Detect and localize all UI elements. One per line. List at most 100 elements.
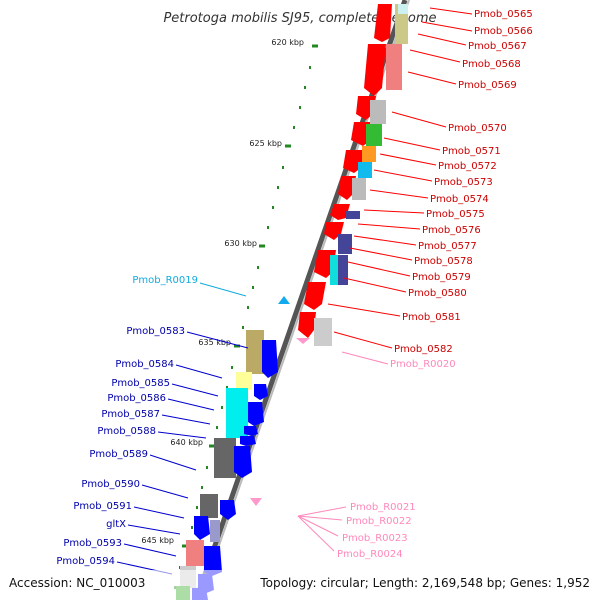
leader-line bbox=[379, 153, 437, 166]
gene-box bbox=[186, 540, 204, 566]
gene-box bbox=[314, 318, 332, 346]
gene-label: Pmob_0586 bbox=[107, 393, 166, 404]
gene-box bbox=[214, 438, 236, 478]
leader-line bbox=[349, 247, 413, 261]
leader-line bbox=[161, 414, 211, 425]
leader-line bbox=[199, 282, 247, 297]
gene-box bbox=[386, 44, 402, 90]
gene-label: Pmob_0568 bbox=[462, 59, 521, 70]
gene-label: Pmob_0581 bbox=[402, 312, 461, 323]
leader-line bbox=[297, 515, 335, 552]
gene-label: Pmob_0567 bbox=[468, 41, 527, 52]
gene-label: Pmob_0582 bbox=[394, 344, 453, 355]
forward-strand-features bbox=[250, 4, 408, 506]
leader-line bbox=[123, 543, 177, 557]
gene-arrow bbox=[298, 312, 316, 338]
gene-arrow bbox=[204, 546, 222, 576]
gene-arrow bbox=[338, 176, 356, 200]
gene-label: Pmob_0583 bbox=[126, 326, 185, 337]
gene-box bbox=[346, 211, 360, 219]
gene-label: Pmob_0591 bbox=[73, 501, 132, 512]
gene-box bbox=[366, 124, 382, 146]
gene-box bbox=[398, 4, 408, 14]
gene-arrow bbox=[244, 426, 258, 436]
leader-line bbox=[141, 484, 189, 499]
gene-label: Pmob_0576 bbox=[422, 225, 481, 236]
leader-line bbox=[373, 169, 433, 182]
rna-marker bbox=[296, 338, 310, 344]
leader-line bbox=[407, 71, 457, 85]
leader-line bbox=[171, 383, 219, 397]
gene-label: Pmob_0566 bbox=[474, 26, 533, 37]
leader-line bbox=[186, 331, 249, 349]
left-gene-labels: Pmob_0583 Pmob_0584 Pmob_0585 Pmob_0586 … bbox=[56, 326, 249, 575]
rna-label: Pmob_R0022 bbox=[346, 516, 412, 527]
gene-label: Pmob_0593 bbox=[63, 538, 122, 549]
scale-label-640: 640 kbp bbox=[170, 438, 203, 447]
leader-line bbox=[391, 111, 447, 128]
gene-label: Pmob_0565 bbox=[474, 9, 533, 20]
gene-arrow bbox=[234, 446, 252, 478]
rna-label: Pmob_R0020 bbox=[390, 359, 456, 370]
left-rna-labels: Pmob_R0019 bbox=[132, 275, 247, 297]
gene-label: gltX bbox=[106, 519, 126, 530]
leader-line bbox=[157, 431, 207, 439]
gene-box bbox=[338, 255, 348, 285]
gene-box bbox=[330, 255, 340, 285]
gene-label: Pmob_0584 bbox=[115, 359, 174, 370]
gene-label: Pmob_0590 bbox=[81, 479, 140, 490]
scale-label-625: 625 kbp bbox=[249, 139, 282, 148]
gene-label: Pmob_0570 bbox=[448, 123, 507, 134]
leader-line bbox=[357, 223, 421, 230]
gene-arrow bbox=[364, 44, 386, 96]
right-rna-labels: Pmob_R0020 Pmob_R0021 Pmob_R0022 Pmob_R0… bbox=[297, 351, 456, 560]
leader-line bbox=[417, 33, 467, 46]
gene-box bbox=[358, 162, 372, 178]
gene-arrow bbox=[304, 282, 326, 310]
rna-label: Pmob_R0023 bbox=[342, 533, 408, 544]
right-gene-labels: Pmob_0565 Pmob_0566 Pmob_0567 Pmob_0568 … bbox=[327, 7, 533, 355]
gene-label: Pmob_0579 bbox=[412, 272, 471, 283]
gene-arrow bbox=[220, 500, 236, 520]
gene-box bbox=[210, 520, 220, 542]
gene-label: Pmob_0569 bbox=[458, 80, 517, 91]
leader-line bbox=[333, 331, 393, 349]
gene-label: Pmob_0580 bbox=[408, 288, 467, 299]
gene-box bbox=[200, 494, 218, 518]
gene-box bbox=[246, 330, 264, 374]
leader-line bbox=[347, 261, 411, 277]
gene-box bbox=[236, 372, 252, 390]
gene-arrow bbox=[194, 516, 210, 540]
leader-line bbox=[341, 351, 389, 365]
gene-arrow bbox=[240, 436, 256, 446]
leader-line bbox=[133, 506, 185, 519]
gene-arrow bbox=[374, 4, 392, 42]
accession-text: Accession: NC_010003 bbox=[9, 576, 145, 590]
leader-line bbox=[297, 515, 339, 537]
rna-label: Pmob_R0024 bbox=[337, 549, 403, 560]
gene-box bbox=[352, 178, 366, 200]
gene-label: Pmob_0587 bbox=[101, 409, 160, 420]
leader-line bbox=[421, 21, 473, 32]
gene-label: Pmob_0572 bbox=[438, 161, 497, 172]
gene-arrow bbox=[262, 340, 278, 378]
leader-line bbox=[409, 49, 461, 63]
gene-box bbox=[370, 100, 386, 124]
leader-line bbox=[343, 277, 407, 293]
gene-label: Pmob_0577 bbox=[418, 241, 477, 252]
leader-line bbox=[167, 398, 215, 411]
gene-label: Pmob_0589 bbox=[89, 449, 148, 460]
scale-ruler bbox=[174, 44, 318, 589]
leader-line bbox=[353, 235, 417, 246]
gene-box bbox=[362, 146, 376, 162]
gene-label: Pmob_0575 bbox=[426, 209, 485, 220]
gene-label: Pmob_0588 bbox=[97, 426, 156, 437]
leader-line bbox=[175, 364, 223, 379]
gene-label: Pmob_0574 bbox=[430, 194, 489, 205]
gene-box bbox=[226, 388, 248, 438]
rna-label: Pmob_R0021 bbox=[350, 502, 416, 513]
leader-line bbox=[297, 515, 343, 521]
topology-text: Topology: circular; Length: 2,169,548 bp… bbox=[259, 576, 590, 590]
rna-label: Pmob_R0019 bbox=[132, 275, 198, 286]
